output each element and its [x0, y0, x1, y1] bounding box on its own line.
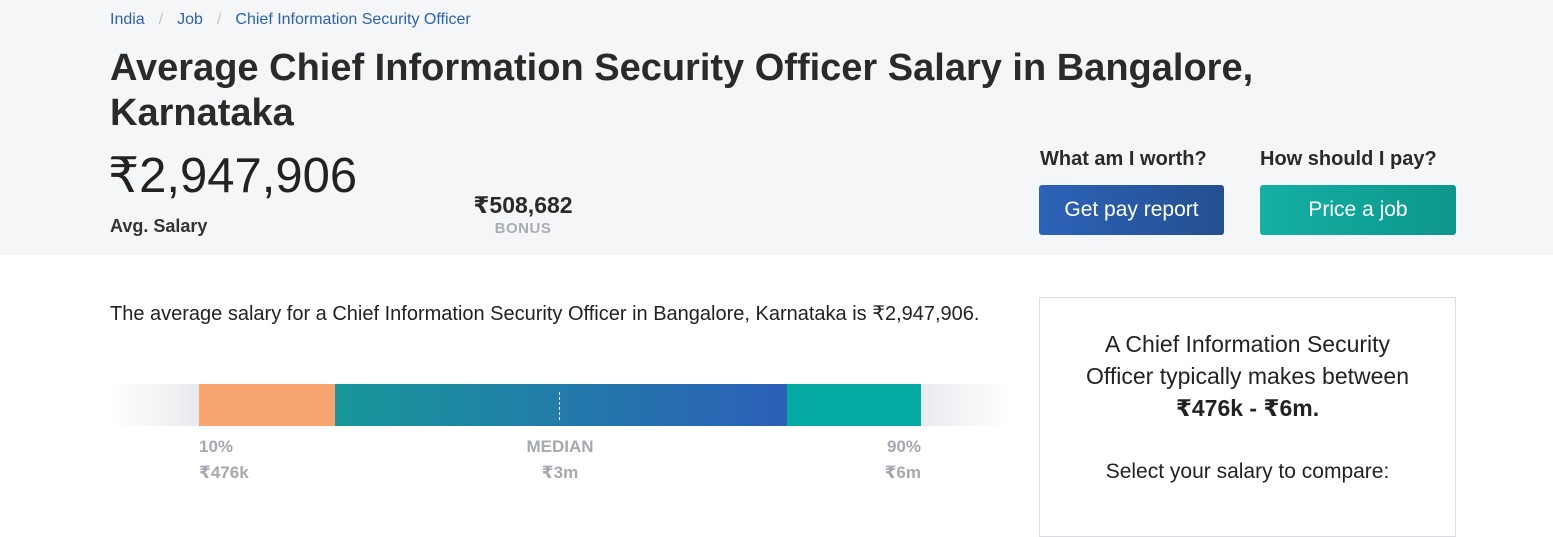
bonus-value: ₹508,682	[473, 192, 573, 218]
median-marker	[559, 392, 560, 420]
salary-compare-card: A Chief Information Security Officer typ…	[1039, 297, 1456, 537]
range-low-percentile: 10%	[199, 437, 234, 456]
worth-question: What am I worth?	[1040, 148, 1207, 170]
average-salary-label: Avg. Salary	[110, 216, 208, 236]
salary-range-statement: A Chief Information Security Officer typ…	[1040, 328, 1455, 424]
price-a-job-button[interactable]: Price a job	[1260, 185, 1456, 235]
range-segment-high	[787, 384, 921, 426]
range-segment-low	[199, 384, 335, 426]
breadcrumb-separator: /	[158, 11, 164, 28]
average-salary-value: ₹2,947,906	[108, 149, 358, 203]
range-high-value: ₹6m	[884, 463, 921, 482]
range-low-value: ₹476k	[199, 463, 249, 482]
hero-section: India / Job / Chief Information Security…	[0, 0, 1553, 255]
salary-range-value: ₹476k - ₹6m.	[1175, 395, 1320, 421]
range-segment-middle	[335, 384, 787, 426]
salary-range-bar	[110, 384, 1010, 426]
range-median-label: MEDIAN	[526, 437, 594, 456]
salary-summary-text: The average salary for a Chief Informati…	[110, 303, 980, 325]
breadcrumb-separator: /	[216, 11, 222, 28]
get-pay-report-button[interactable]: Get pay report	[1039, 185, 1224, 235]
range-high-percentile: 90%	[886, 437, 921, 456]
page-title: Average Chief Information Security Offic…	[110, 47, 1254, 134]
bonus-label: BONUS	[494, 220, 552, 237]
breadcrumb-job-link[interactable]: Job	[177, 11, 203, 28]
breadcrumb-india-link[interactable]: India	[110, 11, 145, 28]
range-median-value: ₹3m	[541, 463, 579, 482]
breadcrumb: India / Job / Chief Information Security…	[110, 10, 471, 30]
breadcrumb-job-title-link[interactable]: Chief Information Security Officer	[235, 11, 471, 28]
salary-range-intro: A Chief Information Security Officer typ…	[1086, 331, 1409, 389]
select-salary-prompt: Select your salary to compare:	[1105, 460, 1390, 483]
pay-question: How should I pay?	[1260, 148, 1437, 170]
